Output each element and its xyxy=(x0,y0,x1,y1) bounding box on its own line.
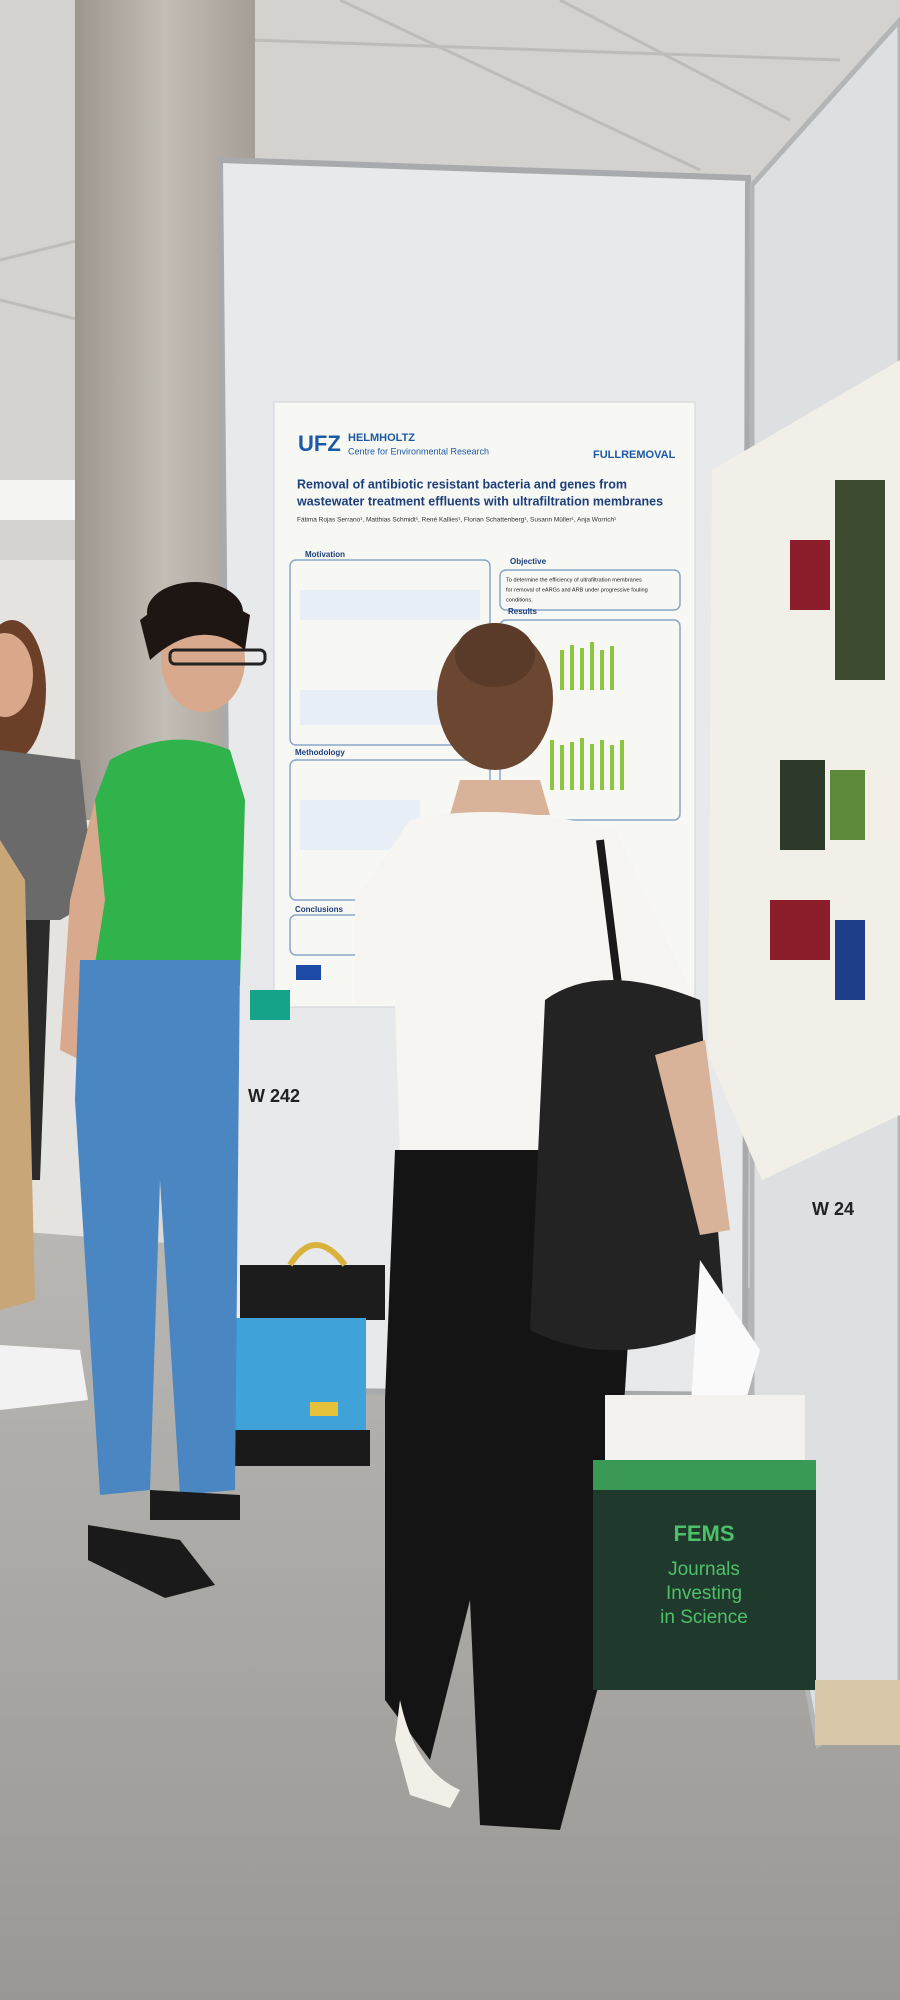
side-poster-figures xyxy=(770,480,885,1000)
paper-roll xyxy=(815,1680,900,1745)
eu-flag xyxy=(296,965,321,980)
section-heading: Conclusions xyxy=(295,905,344,914)
poster-title: Removal of antibiotic resistant bacteria… xyxy=(297,477,627,491)
objective-text: To determine the efficiency of ultrafilt… xyxy=(506,577,642,583)
section-heading: Objective xyxy=(510,557,547,566)
board-number: W 242 xyxy=(248,1086,300,1106)
institute-subtitle: Centre for Environmental Research xyxy=(348,446,489,456)
institute-name: HELMHOLTZ xyxy=(348,432,415,444)
sponsor-box xyxy=(593,1395,816,1690)
section-heading: Methodology xyxy=(295,748,345,757)
person-green-shirt xyxy=(60,582,290,1598)
poster-title: wastewater treatment effluents with ultr… xyxy=(296,494,663,508)
section-heading: Motivation xyxy=(305,550,345,559)
objective-text: conditions. xyxy=(506,597,533,603)
sponsor-slogan: Investing xyxy=(666,1583,742,1604)
floor-bag xyxy=(224,1242,385,1466)
poster-logo: UFZ xyxy=(298,431,341,456)
section-heading: Results xyxy=(508,607,537,616)
ceiling-beams xyxy=(0,0,841,322)
background-person xyxy=(0,620,95,1410)
side-board-number: W 24 xyxy=(812,1199,854,1219)
objective-text: for removal of eARGs and ARB under progr… xyxy=(506,587,648,593)
project-name: FULLREMOVAL xyxy=(593,449,676,461)
person-white-shirt xyxy=(355,623,760,1830)
sponsor-slogan: in Science xyxy=(660,1607,748,1628)
sponsor-brand: FEMS xyxy=(673,1521,734,1546)
ceiling-light xyxy=(0,480,80,520)
poster-authors: Fátima Rojas Serrano¹, Matthias Schmidt¹… xyxy=(297,517,617,524)
sponsor-slogan: Journals xyxy=(668,1559,740,1580)
